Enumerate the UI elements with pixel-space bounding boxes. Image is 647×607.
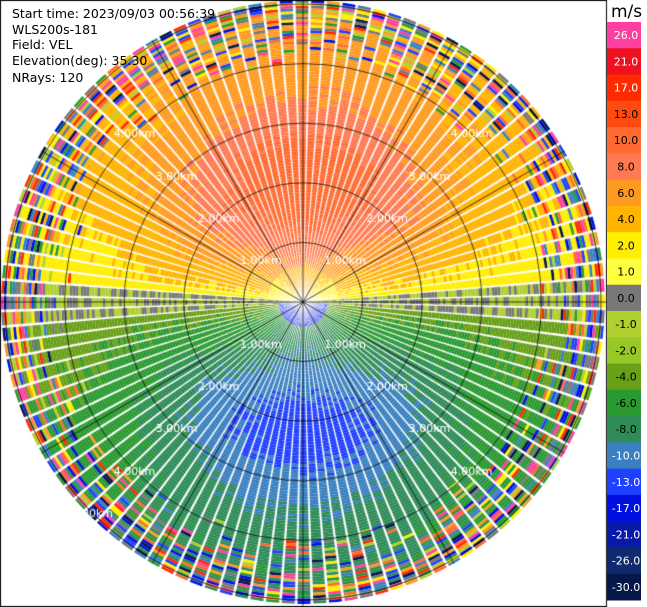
field-label: Field: VEL — [12, 37, 73, 52]
nrays-label: NRays: 120 — [12, 70, 84, 85]
colorbar-swatch — [607, 363, 641, 391]
colorbar-tick-label: -30.0 — [612, 581, 640, 594]
colorbar-tick-label: 4.0 — [617, 213, 635, 226]
colorbar-tick-label: 6.0 — [617, 187, 635, 200]
colorbar-swatch — [607, 100, 641, 128]
colorbar-swatch — [607, 22, 641, 49]
colorbar-swatch — [607, 337, 641, 365]
colorbar-swatch — [607, 258, 641, 286]
colorbar-tick-label: 10.0 — [614, 134, 639, 147]
colorbar-swatch — [607, 468, 641, 496]
colorbar-tick-label: -21.0 — [612, 528, 640, 541]
start-time-label: Start time: 2023/09/03 00:56:39 — [12, 6, 216, 21]
colorbar-tick-label: -13.0 — [612, 476, 640, 489]
colorbar-tick-label: -8.0 — [615, 423, 636, 436]
colorbar-swatch — [607, 442, 641, 470]
colorbar-swatch — [607, 547, 641, 575]
elevation-label: Elevation(deg): 35.30 — [12, 53, 148, 68]
colorbar-tick-label: -17.0 — [612, 502, 640, 515]
colorbar-swatch — [607, 284, 641, 312]
colorbar-swatch — [607, 311, 641, 338]
colorbar-tick-label: -26.0 — [612, 555, 640, 568]
colorbar-swatch — [607, 416, 641, 443]
colorbar-tick-label: 0.0 — [617, 292, 635, 305]
colorbar-swatch — [607, 573, 641, 601]
colorbar-swatch — [607, 74, 641, 102]
colorbar-swatch — [607, 153, 641, 181]
colorbar-tick-label: 1.0 — [617, 266, 635, 279]
colorbar-swatch — [607, 494, 641, 522]
colorbar-tick-label: 21.0 — [614, 55, 639, 68]
colorbar-swatch — [607, 205, 641, 233]
colorbar-unit: m/s — [611, 2, 643, 22]
colorbar-swatch — [607, 127, 641, 154]
colorbar-swatch — [607, 389, 641, 417]
site-name-label: WLS200s-181 — [12, 22, 98, 37]
colorbar-tick-label: -6.0 — [615, 397, 636, 410]
colorbar-tick-label: 2.0 — [617, 239, 635, 252]
colorbar-swatch — [607, 48, 641, 76]
colorbar-tick-label: 17.0 — [614, 82, 639, 95]
colorbar-tick-label: 8.0 — [617, 161, 635, 174]
colorbar-tick-label: -10.0 — [612, 450, 640, 463]
colorbar-tick-label: -1.0 — [615, 318, 636, 331]
colorbar-swatch — [607, 521, 641, 548]
colorbar-swatch — [607, 232, 641, 259]
colorbar-swatch — [607, 179, 641, 207]
colorbar-tick-label: -2.0 — [615, 344, 636, 357]
colorbar-tick-label: 13.0 — [614, 108, 639, 121]
colorbar-tick-label: 26.0 — [614, 29, 639, 42]
colorbar-tick-label: -4.0 — [615, 371, 636, 384]
